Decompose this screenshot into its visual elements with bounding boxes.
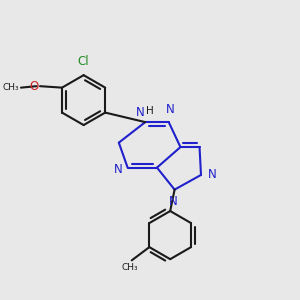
Text: N: N bbox=[166, 103, 175, 116]
Text: N: N bbox=[114, 163, 122, 176]
Text: CH₃: CH₃ bbox=[121, 263, 138, 272]
Text: N: N bbox=[169, 196, 178, 208]
Text: Cl: Cl bbox=[78, 55, 89, 68]
Text: O: O bbox=[29, 80, 38, 93]
Text: CH₃: CH₃ bbox=[3, 82, 20, 91]
Text: N: N bbox=[208, 168, 216, 181]
Text: H: H bbox=[146, 106, 154, 116]
Text: N: N bbox=[136, 106, 144, 119]
